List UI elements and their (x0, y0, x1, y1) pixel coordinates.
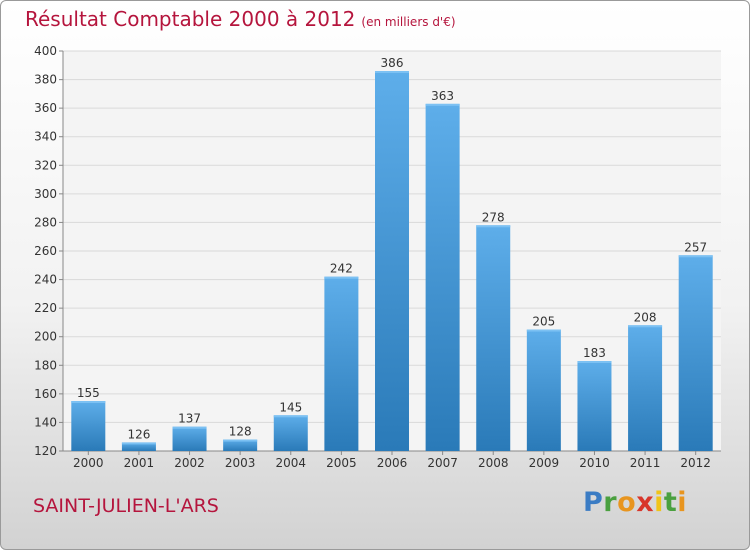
x-tick-label: 2004 (275, 456, 306, 470)
y-tick-label: 400 (34, 44, 57, 58)
y-tick-label: 320 (34, 158, 57, 172)
data-label: 242 (330, 262, 353, 276)
logo-letter: t (663, 487, 678, 518)
bar-top-highlight (375, 71, 409, 73)
title-main: Résultat Comptable 2000 à 2012 (25, 7, 356, 31)
x-tick-label: 2002 (174, 456, 205, 470)
data-label: 137 (178, 412, 201, 426)
bar (71, 401, 106, 451)
bar (375, 71, 409, 451)
y-tick-label: 380 (34, 73, 57, 87)
x-tick-label: 2012 (680, 456, 711, 470)
x-tick-label: 2000 (73, 456, 104, 470)
data-label: 126 (127, 427, 150, 441)
y-tick-label: 180 (34, 358, 57, 372)
bar (324, 276, 359, 451)
x-tick-label: 2006 (377, 456, 408, 470)
bar (273, 415, 308, 451)
chart-title: Résultat Comptable 2000 à 2012 (en millie… (25, 7, 456, 31)
data-label: 278 (482, 210, 505, 224)
bar-top-highlight (678, 255, 713, 258)
y-tick-label: 260 (34, 244, 57, 258)
x-tick-label: 2001 (124, 456, 155, 470)
data-label: 128 (229, 425, 252, 439)
bar-top-highlight (476, 225, 511, 228)
bar (678, 255, 713, 451)
y-tick-label: 340 (34, 130, 57, 144)
bar-top-highlight (324, 276, 359, 279)
y-tick-label: 120 (34, 444, 57, 458)
bar-top-highlight (172, 426, 207, 429)
data-label: 155 (77, 386, 100, 400)
bar (223, 439, 258, 451)
y-tick-label: 360 (34, 101, 57, 115)
data-label: 205 (532, 315, 555, 329)
logo-letter: o (617, 487, 637, 518)
bar-top-highlight (121, 442, 156, 445)
data-label: 386 (381, 56, 404, 70)
y-tick-label: 160 (34, 387, 57, 401)
data-label: 257 (684, 240, 707, 254)
bar-top-highlight (223, 439, 258, 442)
logo-letter: P (583, 487, 604, 518)
x-tick-label: 2009 (529, 456, 560, 470)
bar-top-highlight (425, 103, 460, 106)
bar-top-highlight (577, 361, 612, 363)
bar-top-highlight (628, 325, 663, 328)
x-tick-label: 2011 (630, 456, 661, 470)
bar (628, 325, 663, 451)
data-label: 363 (431, 89, 454, 103)
y-tick-label: 200 (34, 330, 57, 344)
x-tick-label: 2008 (478, 456, 509, 470)
title-unit: (en milliers d'€) (361, 15, 456, 29)
bar (172, 426, 207, 451)
x-tick-label: 2005 (326, 456, 357, 470)
logo-letter: r (603, 487, 618, 518)
bar (577, 361, 612, 451)
data-label: 183 (583, 346, 606, 360)
y-tick-label: 240 (34, 273, 57, 287)
bar (121, 442, 156, 451)
logo-letter: x (636, 487, 655, 518)
bar (526, 329, 561, 451)
y-tick-label: 140 (34, 415, 57, 429)
y-tick-label: 300 (34, 187, 57, 201)
bar-top-highlight (526, 329, 561, 332)
logo-letter: i (677, 487, 688, 518)
bar (476, 225, 511, 451)
bar-top-highlight (71, 401, 106, 403)
x-tick-label: 2003 (225, 456, 256, 470)
bar (425, 103, 460, 451)
proxiti-logo: Proxiti (583, 487, 687, 518)
data-label: 145 (279, 400, 302, 414)
y-tick-label: 220 (34, 301, 57, 315)
x-tick-label: 2010 (579, 456, 610, 470)
city-name: SAINT-JULIEN-L'ARS (33, 495, 219, 517)
y-tick-label: 280 (34, 215, 57, 229)
x-tick-label: 2007 (427, 456, 458, 470)
data-label: 208 (634, 310, 657, 324)
bar-top-highlight (273, 415, 308, 418)
logo-letter: i (654, 487, 664, 518)
